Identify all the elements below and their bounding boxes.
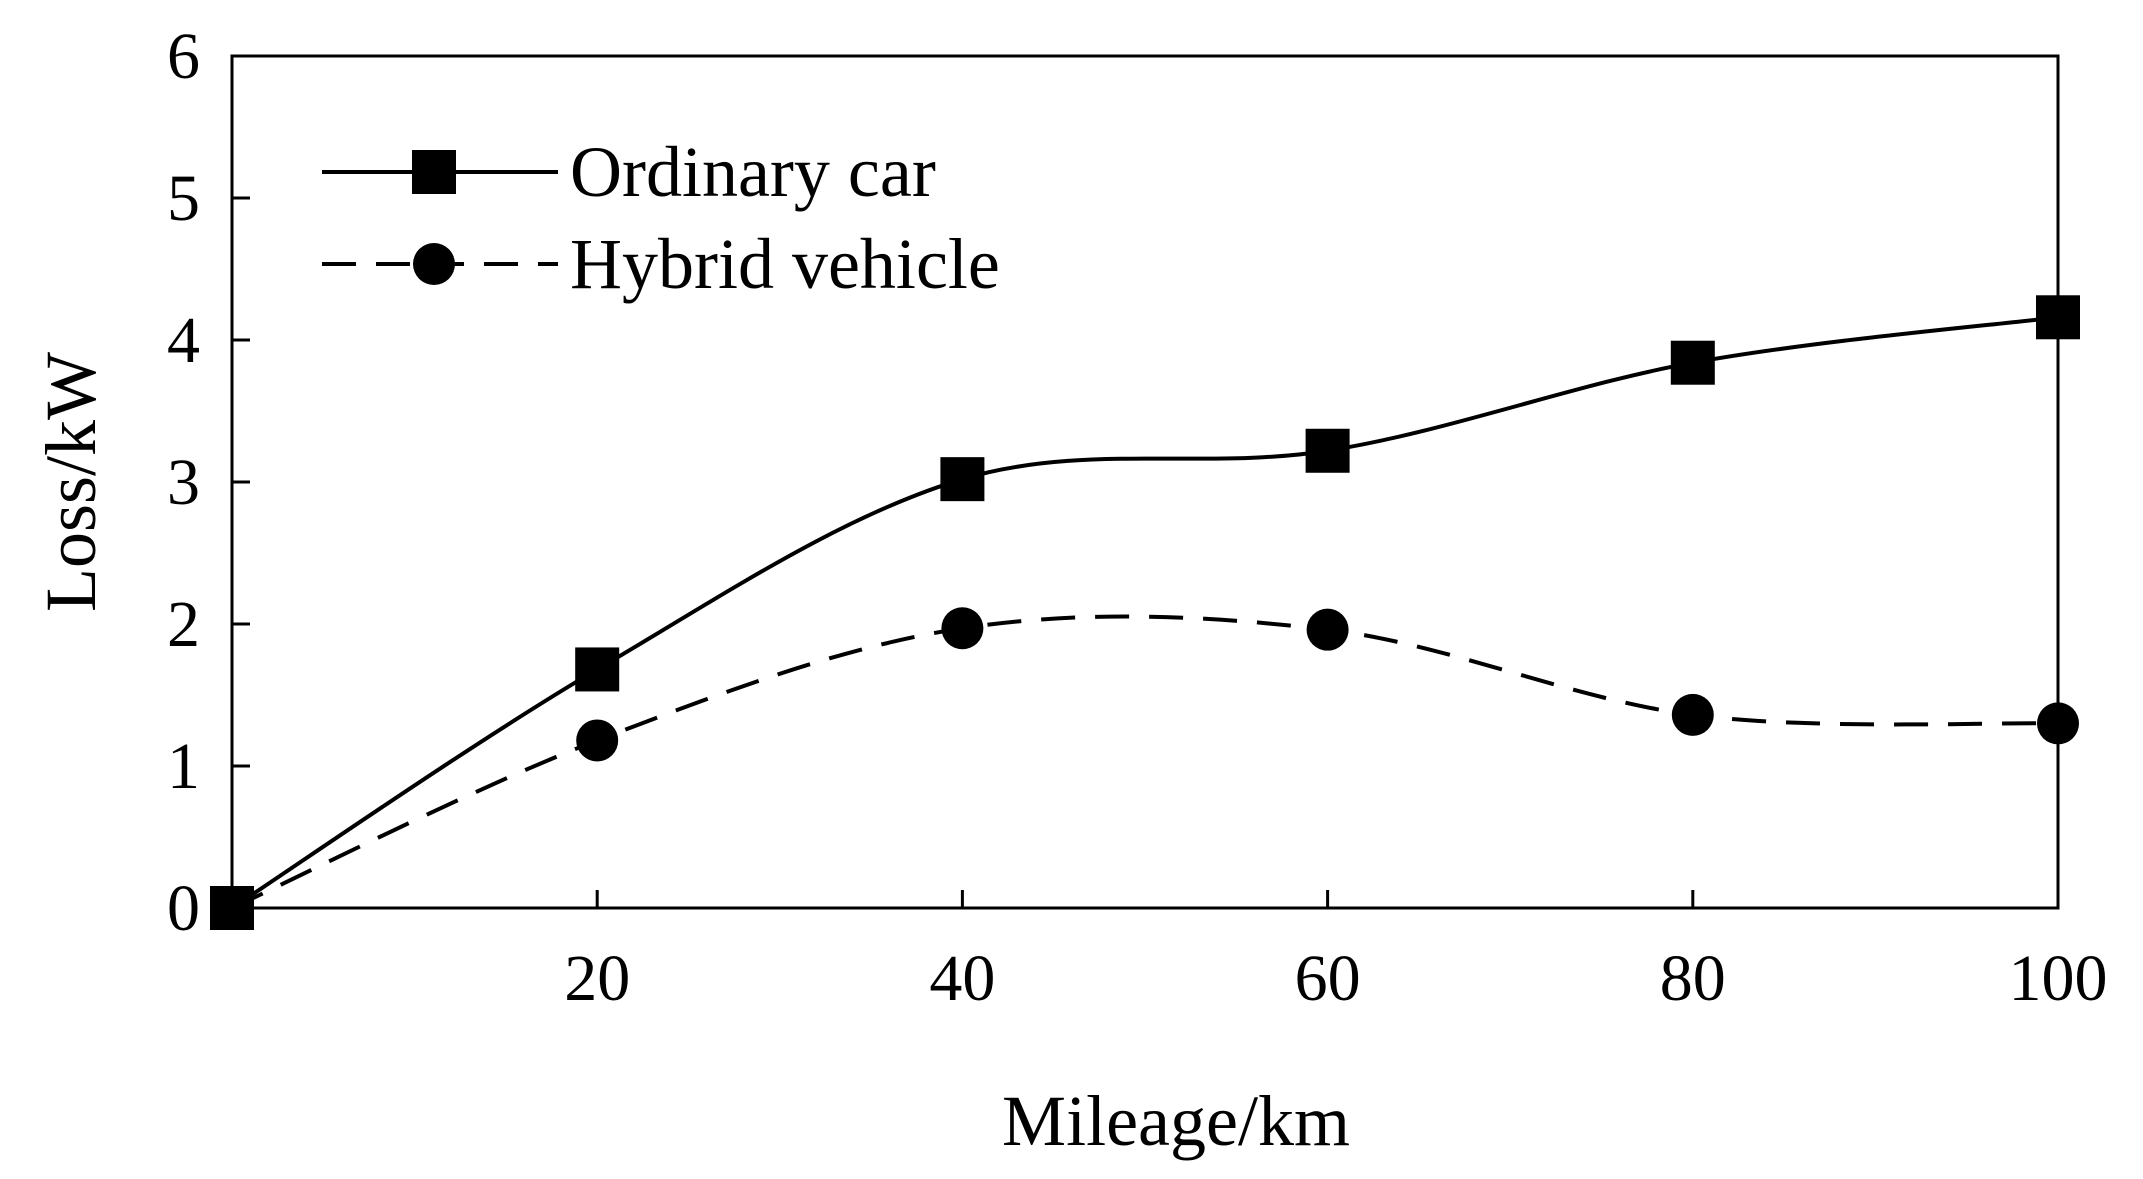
data-point bbox=[211, 887, 253, 929]
y-tick-label: 1 bbox=[167, 730, 200, 803]
data-point bbox=[1671, 693, 1714, 736]
data-point bbox=[1305, 428, 1350, 473]
x-axis-label: Mileage/km bbox=[1002, 1081, 1350, 1161]
legend-item: Hybrid vehicle bbox=[322, 224, 1000, 304]
y-tick-label: 3 bbox=[167, 446, 200, 519]
legend: Ordinary car Hybrid vehicle bbox=[322, 132, 1000, 304]
y-tick-label: 0 bbox=[167, 872, 200, 945]
y-tick-label: 5 bbox=[167, 162, 200, 235]
x-tick-label: 100 bbox=[2009, 942, 2108, 1015]
data-point bbox=[2037, 702, 2079, 745]
legend-marker bbox=[413, 243, 455, 285]
x-tick-label: 20 bbox=[564, 942, 630, 1015]
legend-marker bbox=[412, 150, 456, 194]
data-point bbox=[2036, 295, 2080, 340]
data-point bbox=[1670, 340, 1715, 385]
series-layer bbox=[210, 295, 2080, 930]
y-tick-label: 6 bbox=[167, 20, 200, 93]
y-axis-label: Loss/kW bbox=[31, 352, 111, 612]
data-point bbox=[1306, 608, 1349, 651]
series-1 bbox=[210, 295, 2080, 930]
x-tick-label: 40 bbox=[929, 942, 995, 1015]
legend-label: Hybrid vehicle bbox=[570, 224, 1000, 304]
data-point bbox=[576, 719, 619, 762]
data-point bbox=[941, 607, 984, 650]
series-line bbox=[230, 315, 2059, 910]
data-point bbox=[575, 647, 620, 692]
y-tick-label: 2 bbox=[167, 588, 200, 661]
data-point bbox=[940, 457, 985, 502]
legend-item: Ordinary car bbox=[322, 132, 936, 212]
y-tick-label: 4 bbox=[167, 304, 200, 377]
ticks-layer: 0 1 2 3 4 5 6 20 40 60 80 100 bbox=[167, 20, 2108, 1015]
x-tick-label: 60 bbox=[1295, 942, 1361, 1015]
series-line bbox=[231, 614, 2059, 910]
series-2 bbox=[211, 607, 2079, 929]
legend-label: Ordinary car bbox=[570, 132, 936, 212]
x-tick-label: 80 bbox=[1660, 942, 1726, 1015]
